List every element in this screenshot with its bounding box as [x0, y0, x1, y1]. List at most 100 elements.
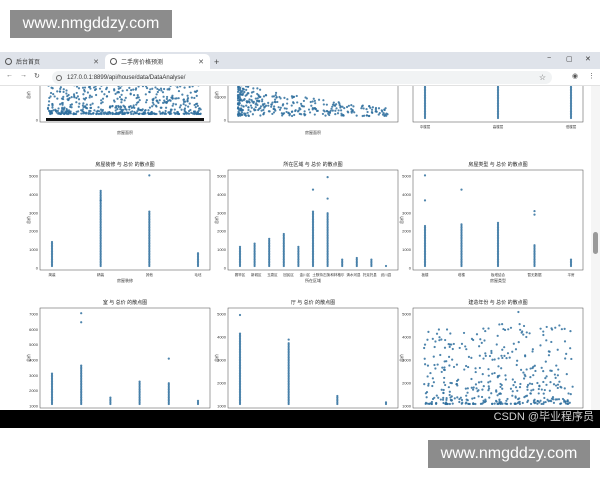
- data-point: [257, 93, 260, 97]
- profile-icon[interactable]: ◉: [572, 73, 579, 80]
- data-point: [374, 106, 378, 110]
- data-point: [276, 100, 279, 104]
- data-point: [287, 401, 290, 404]
- data-point: [286, 98, 289, 101]
- reload-icon[interactable]: ↻: [34, 73, 40, 80]
- data-point: [99, 208, 102, 212]
- data-point: [452, 365, 456, 369]
- data-point: [438, 336, 441, 339]
- tab-admin-home[interactable]: 后台首页 ✕: [0, 54, 105, 69]
- data-point: [437, 396, 440, 399]
- data-point: [496, 228, 500, 231]
- globe-icon: [110, 58, 117, 65]
- data-point: [238, 374, 242, 377]
- data-point: [48, 96, 51, 100]
- minimize-button[interactable]: −: [547, 55, 552, 62]
- data-point: [99, 200, 102, 204]
- data-point: [287, 366, 290, 369]
- plot-frame: [412, 86, 584, 123]
- data-point: [436, 363, 439, 366]
- data-point: [311, 244, 315, 247]
- data-point: [326, 234, 329, 237]
- data-point: [287, 383, 290, 386]
- data-point: [423, 382, 426, 386]
- data-point: [138, 391, 141, 394]
- data-point: [445, 401, 448, 404]
- data-point: [569, 113, 573, 116]
- data-point: [77, 105, 80, 108]
- data-point: [313, 99, 316, 102]
- data-point: [59, 86, 62, 89]
- chart-title: 房屋类型 与 总价 的散点图: [468, 161, 527, 168]
- data-point: [194, 106, 197, 109]
- data-point: [378, 111, 381, 115]
- data-point: [514, 395, 517, 398]
- data-point: [496, 115, 500, 118]
- data-point: [500, 354, 503, 357]
- close-icon[interactable]: ✕: [198, 58, 204, 66]
- data-point: [556, 374, 559, 377]
- data-point: [340, 109, 343, 112]
- data-point: [253, 248, 256, 252]
- tab-price-prediction[interactable]: 二手房价格预测 ✕: [105, 54, 210, 69]
- url-field[interactable]: 127.0.0.1:8899/api/house/data/DataAnalys…: [52, 71, 552, 84]
- x-axis-label: 房屋类型: [490, 277, 506, 283]
- data-point: [451, 402, 454, 405]
- data-point: [311, 213, 315, 216]
- data-point: [343, 107, 346, 110]
- scrollbar-thumb[interactable]: [593, 232, 598, 254]
- data-point: [487, 368, 490, 371]
- data-point: [355, 114, 358, 117]
- data-point: [326, 240, 329, 244]
- forward-icon[interactable]: →: [20, 72, 27, 79]
- data-point: [352, 105, 355, 108]
- data-point: [189, 91, 192, 94]
- data-point: [145, 98, 148, 102]
- data-point: [423, 258, 427, 261]
- data-point: [238, 390, 242, 393]
- data-point: [540, 402, 543, 406]
- data-point: [380, 109, 383, 112]
- data-point: [314, 108, 317, 111]
- data-point: [80, 367, 83, 370]
- site-info-icon[interactable]: [56, 74, 62, 81]
- data-point: [311, 100, 314, 103]
- data-point: [148, 250, 151, 253]
- data-point: [267, 104, 270, 107]
- x-tick-label: 板楼: [422, 272, 430, 277]
- data-point: [50, 244, 54, 247]
- data-point: [101, 97, 105, 100]
- data-point: [381, 113, 385, 116]
- data-point: [326, 250, 329, 253]
- close-icon[interactable]: ✕: [93, 58, 99, 66]
- data-point: [554, 384, 558, 387]
- data-point: [129, 92, 132, 95]
- data-point: [148, 244, 151, 247]
- data-point: [167, 396, 170, 399]
- data-point: [438, 339, 441, 342]
- data-point: [538, 401, 541, 404]
- maximize-button[interactable]: ▢: [566, 56, 573, 63]
- data-point: [163, 99, 166, 102]
- data-point: [134, 112, 137, 115]
- new-tab-button[interactable]: +: [214, 56, 220, 67]
- menu-icon[interactable]: ⋮: [588, 73, 595, 80]
- plot-frame: [227, 307, 399, 409]
- data-point: [94, 86, 97, 88]
- data-point: [243, 90, 246, 94]
- data-point: [287, 391, 290, 394]
- data-point: [277, 106, 280, 109]
- data-point: [350, 103, 353, 107]
- data-point: [555, 364, 558, 367]
- back-icon[interactable]: ←: [6, 72, 13, 79]
- data-point: [260, 109, 263, 112]
- data-point: [136, 94, 139, 97]
- data-point: [423, 174, 427, 177]
- data-point: [238, 356, 242, 359]
- close-window-button[interactable]: ✕: [585, 56, 591, 63]
- x-tick-label: 毛坯: [195, 272, 202, 277]
- data-point: [89, 109, 92, 113]
- bookmark-star-icon[interactable]: ☆: [538, 73, 546, 82]
- data-point: [311, 231, 315, 234]
- data-point: [529, 392, 532, 395]
